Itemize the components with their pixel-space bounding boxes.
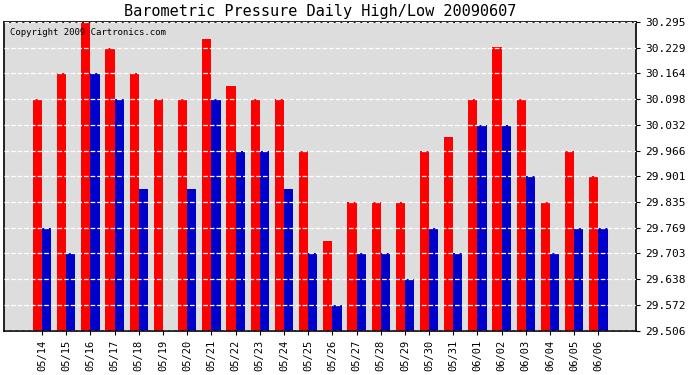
Bar [526,176,535,330]
Bar [106,48,115,330]
Text: Copyright 2009 Cartronics.com: Copyright 2009 Cartronics.com [10,28,166,37]
Bar [33,99,42,330]
Bar [226,86,235,330]
Bar [299,150,308,330]
Bar [381,254,390,330]
Bar [541,202,550,330]
Bar [357,254,366,330]
Bar [66,254,75,330]
Bar [250,99,259,330]
Bar [453,254,462,330]
Bar [115,99,124,330]
Bar [502,124,511,330]
Bar [405,279,414,330]
Bar [90,73,99,330]
Bar [154,99,163,330]
Bar [308,254,317,330]
Bar [371,202,381,330]
Bar [284,189,293,330]
Bar [589,176,598,330]
Bar [211,99,221,330]
Bar [130,73,139,330]
Bar [395,202,405,330]
Bar [429,228,438,330]
Bar [275,99,284,330]
Bar [259,150,269,330]
Bar [493,47,502,330]
Bar [598,228,608,330]
Bar [333,305,342,330]
Bar [323,240,333,330]
Bar [202,39,211,330]
Bar [550,254,559,330]
Bar [444,137,453,330]
Bar [57,73,66,330]
Bar [347,202,357,330]
Bar [477,124,486,330]
Bar [235,150,245,330]
Bar [178,99,187,330]
Bar [469,99,477,330]
Bar [187,189,197,330]
Bar [574,228,583,330]
Bar [565,150,574,330]
Bar [139,189,148,330]
Bar [517,99,526,330]
Title: Barometric Pressure Daily High/Low 20090607: Barometric Pressure Daily High/Low 20090… [124,4,516,19]
Bar [81,22,90,330]
Bar [42,228,51,330]
Bar [420,150,429,330]
